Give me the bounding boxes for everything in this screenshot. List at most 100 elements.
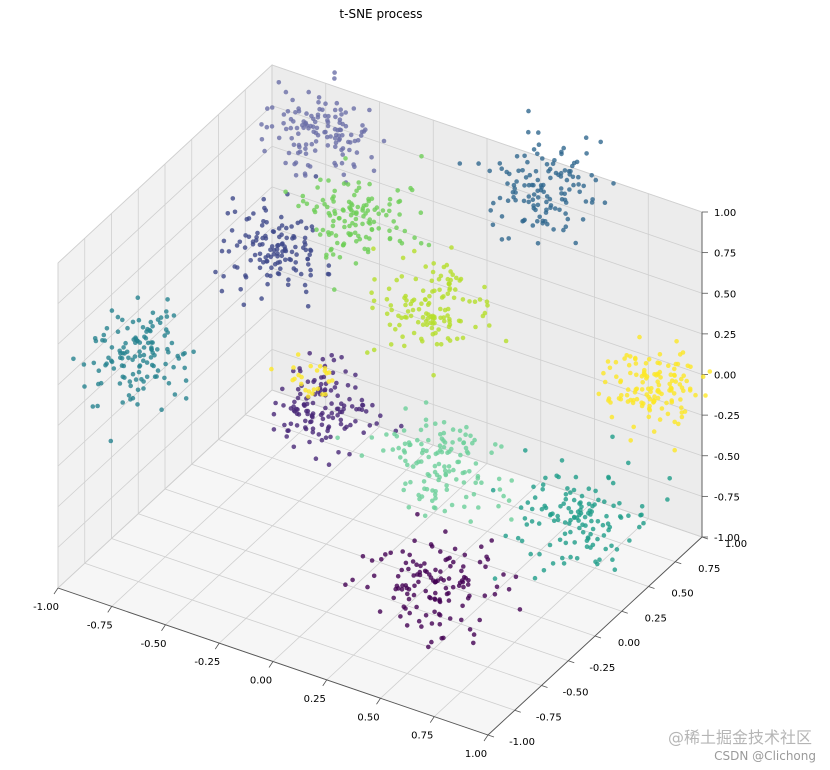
scatter-point [124,349,130,355]
scatter-point [135,387,141,393]
scatter-point [460,603,465,609]
scatter-point [398,455,403,460]
scatter-point [574,159,580,165]
scatter-point [586,501,592,507]
scatter-point [420,315,426,320]
scatter-point [462,552,468,558]
scatter-point [117,348,122,354]
scatter-point [459,578,465,583]
scatter-point [221,238,227,244]
scatter-point [399,241,405,246]
scatter-point [316,95,322,100]
scatter-point [338,107,344,112]
scatter-point [535,195,541,200]
scatter-point [458,276,464,282]
scatter-point [408,313,414,319]
scatter-point [365,584,370,590]
scatter-point [672,419,677,425]
scatter-point [291,368,296,374]
scatter-point [158,315,164,320]
scatter-point [521,198,527,204]
scatter-point [333,140,339,146]
scatter-point [413,276,419,282]
scatter-point [514,179,519,184]
scatter-point [446,576,452,581]
scatter-point [542,219,548,224]
scatter-point [538,187,544,193]
scatter-point [319,437,325,443]
scatter-point [590,542,596,548]
scatter-point [326,379,332,384]
scatter-point [496,476,502,482]
scatter-point [573,240,578,246]
scatter-point [643,361,649,366]
scatter-point [544,199,549,205]
scatter-point [509,517,514,522]
scatter-point [477,297,483,302]
scatter-point [438,342,444,347]
scatter-point [445,291,451,297]
scatter-point [303,173,308,178]
scatter-point [304,201,310,207]
scatter-point [437,597,442,602]
scatter-point [499,214,505,219]
scatter-point [590,526,596,532]
scatter-point [279,253,285,259]
scatter-point [437,622,443,627]
scatter-point [361,129,367,134]
y-tick-label: -0.75 [536,712,562,723]
scatter-point [151,363,156,369]
scatter-point [297,366,302,371]
scatter-point [399,315,404,321]
scatter-point [297,149,303,155]
scatter-point [562,191,567,197]
scatter-point [232,264,237,269]
scatter-point [409,187,415,193]
scatter-point [546,168,551,174]
scatter-point [293,244,298,250]
scatter-point [257,257,263,263]
scatter-point [347,147,352,153]
x-tick-mark [161,624,166,631]
scatter-point [547,542,553,548]
scatter-point [529,506,535,512]
scatter-point [351,162,356,167]
y-tick-label: 0.50 [671,589,693,600]
scatter-point [603,546,608,552]
scatter-point [391,595,397,601]
scatter-point [445,336,451,341]
scatter-point [341,208,346,213]
scatter-point [333,233,339,238]
scatter-point [370,305,375,311]
scatter-point [532,575,538,581]
scatter-point [379,557,384,562]
scatter-point [634,396,640,402]
x-tick-mark [214,642,220,650]
scatter-point [625,387,631,392]
scatter-point [464,449,470,454]
scatter-point [280,386,285,392]
scatter-point [293,260,299,265]
scatter-point [330,223,336,229]
scatter-point [450,427,456,432]
scatter-point [127,379,133,384]
scatter-point [326,263,332,268]
scatter-point [310,430,316,435]
scatter-point [454,275,459,281]
x-tick-label: 1.00 [465,749,487,760]
gridline-left-z [57,105,273,304]
scatter-point [412,583,417,589]
scatter-point [355,204,361,210]
scatter-point [637,524,642,530]
scatter-point [335,413,340,418]
scatter-point [588,531,593,537]
scatter-point [433,489,438,494]
scatter-point [95,403,100,409]
scatter-point [583,135,589,140]
scatter-point [310,426,316,432]
scatter-point [150,310,156,316]
scatter-point [137,353,143,359]
scatter-point [345,182,351,187]
scatter-point [339,147,344,153]
scatter-point [450,584,456,590]
